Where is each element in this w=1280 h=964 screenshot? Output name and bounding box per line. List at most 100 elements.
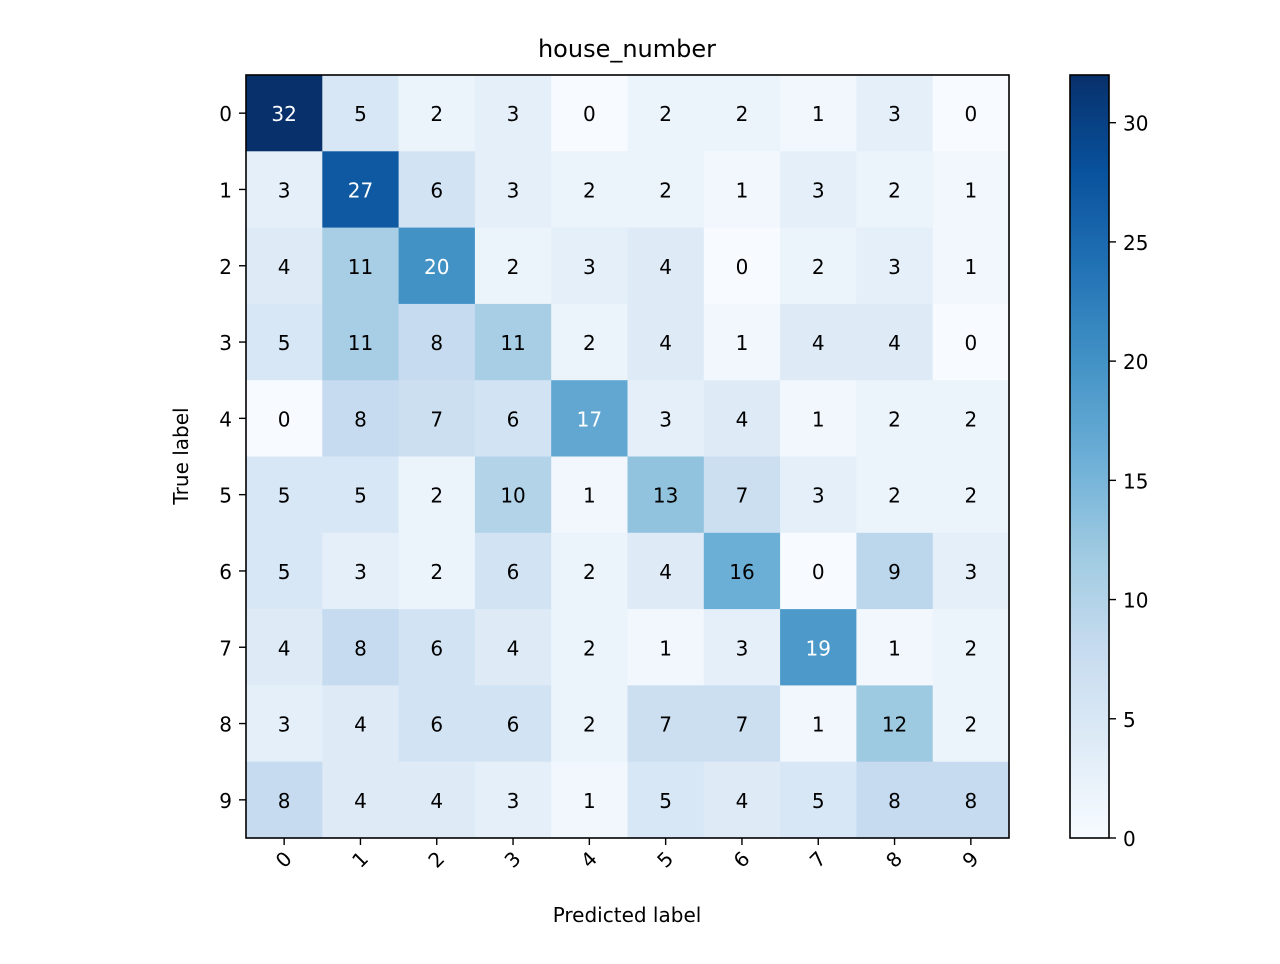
y-axis-ticks: 0 1 2 3 4 5 6 7 8 9: [219, 102, 246, 813]
y-axis-label: True label: [169, 407, 193, 505]
heatmap-cell: [703, 761, 781, 839]
heatmap-cell: [932, 761, 1010, 839]
cell-value: 8: [430, 331, 443, 355]
x-axis-ticks: 0 1 2 3 4 5 6 7 8 9: [271, 838, 983, 873]
heatmap-cell: [246, 380, 323, 457]
heatmap-cell: [932, 303, 1010, 381]
cell-value: 4: [278, 636, 291, 660]
heatmap-cell: [856, 532, 934, 610]
cell-value: 2: [888, 178, 901, 202]
heatmap-cell: [551, 227, 628, 305]
cell-value: 3: [888, 102, 901, 126]
heatmap-cell: [474, 685, 552, 763]
cell-value: 1: [812, 407, 825, 431]
cell-value: 3: [583, 255, 596, 279]
cell-value: 3: [507, 789, 520, 813]
cell-value: 1: [812, 713, 825, 737]
cell-value: 3: [507, 102, 520, 126]
cell-value: 1: [659, 636, 672, 660]
heatmap-cell: [322, 685, 400, 763]
colorbar-tick-label: 15: [1123, 469, 1148, 493]
cell-value: 8: [888, 789, 901, 813]
heatmap-cell: [856, 609, 934, 686]
heatmap-cell: [398, 609, 476, 686]
heatmap-cell: [932, 609, 1010, 686]
cell-value: 4: [507, 636, 520, 660]
plot-frame: [245, 74, 1010, 839]
heatmap-cell: [398, 456, 476, 534]
y-tick-label: 7: [219, 636, 232, 660]
cell-value: 1: [736, 331, 749, 355]
heatmap-cell: [551, 75, 628, 152]
heatmap-cell: [474, 609, 552, 686]
heatmap-cell: [627, 151, 705, 229]
heatmap-cell: [703, 151, 781, 229]
cell-value: 5: [278, 560, 291, 584]
cell-value: 0: [736, 255, 749, 279]
cell-value: 2: [583, 560, 596, 584]
cell-value: 8: [964, 789, 977, 813]
heatmap-cell: [398, 685, 476, 763]
cell-value: 5: [812, 789, 825, 813]
cell-value: 0: [812, 560, 825, 584]
cell-value: 6: [507, 713, 520, 737]
heatmap-cell: [856, 380, 934, 457]
heatmap-cell: [627, 761, 705, 839]
heatmap-cell: [780, 456, 857, 534]
heatmap-cell: [322, 75, 400, 152]
cell-value: 1: [964, 255, 977, 279]
heatmap-cell: [246, 303, 323, 381]
cell-value: 7: [659, 713, 672, 737]
cell-value: 1: [583, 484, 596, 508]
heatmap-cell: [703, 532, 781, 610]
heatmap-cell: [398, 380, 476, 457]
heatmap-cell: [246, 609, 323, 686]
colorbar-tick-label: 0: [1123, 827, 1136, 851]
colorbar-tick-label: 20: [1123, 350, 1148, 374]
heatmap-cell: [627, 380, 705, 457]
heatmap-cell: [246, 761, 323, 839]
cell-value: 8: [278, 789, 291, 813]
cell-value: 2: [659, 178, 672, 202]
heatmap-cell: [627, 75, 705, 152]
cell-value: 5: [354, 484, 367, 508]
cell-value: 11: [348, 255, 373, 279]
heatmap-cell: [932, 685, 1010, 763]
cell-value: 2: [583, 636, 596, 660]
colorbar: [1069, 74, 1110, 839]
colorbar-tick-label: 5: [1123, 708, 1136, 732]
heatmap-cell: [932, 532, 1010, 610]
cell-value: 32: [271, 102, 296, 126]
cell-value: 13: [653, 484, 678, 508]
cell-value: 4: [278, 255, 291, 279]
heatmap-cell: [322, 380, 400, 457]
heatmap-cell: [398, 75, 476, 152]
cell-value: 4: [354, 713, 367, 737]
chart-title: house_number: [538, 35, 716, 63]
cell-value: 11: [348, 331, 373, 355]
x-tick-label: 7: [805, 847, 831, 873]
cell-value: 10: [500, 484, 525, 508]
cell-value: 8: [354, 636, 367, 660]
cell-value: 2: [507, 255, 520, 279]
heatmap-cell: [474, 227, 552, 305]
cell-value: 4: [659, 560, 672, 584]
heatmap-cell: [474, 456, 552, 534]
heatmap-cell: [398, 532, 476, 610]
heatmap-cell: [703, 380, 781, 457]
heatmap-cell: [627, 227, 705, 305]
cell-value: 8: [354, 407, 367, 431]
heatmap-cell: [246, 532, 323, 610]
heatmap-cell: [474, 380, 552, 457]
heatmap-cell: [398, 303, 476, 381]
heatmap-cell: [856, 685, 934, 763]
heatmap-cell: [856, 761, 934, 839]
heatmap-cell: [398, 227, 476, 305]
heatmap-cell: [322, 151, 400, 229]
cell-value: 1: [736, 178, 749, 202]
cell-value: 2: [583, 178, 596, 202]
cell-value: 1: [583, 789, 596, 813]
cell-value: 5: [659, 789, 672, 813]
cell-value: 9: [888, 560, 901, 584]
